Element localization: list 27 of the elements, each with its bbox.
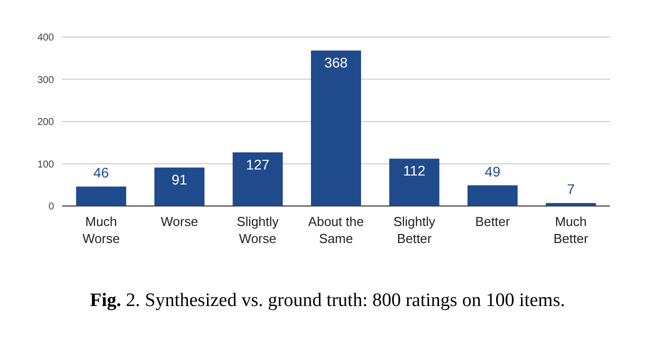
y-tick-label: 300: [37, 74, 54, 86]
data-label: 91: [172, 172, 188, 188]
bar: [546, 203, 596, 206]
data-label: 127: [246, 156, 270, 172]
text: Fig. 2. Synthesized vs. ground truth: 800 ratings on 100 items.: [90, 290, 565, 311]
bar: [154, 168, 204, 206]
x-tick-label: Much Worse: [82, 214, 120, 246]
bar: [310, 50, 362, 206]
bar: [389, 158, 440, 206]
data-label: 368: [324, 54, 348, 71]
x-tick-label: Better: [475, 214, 511, 229]
y-tick-label: 100: [37, 159, 54, 170]
x-tick-label: Much Better: [554, 214, 589, 246]
data-label: 7: [566, 181, 575, 198]
data-label: 49: [484, 163, 501, 180]
y-tick-label: 400: [37, 32, 54, 44]
bar: [76, 186, 126, 206]
data-label: 112: [403, 162, 426, 179]
bar: [468, 185, 518, 206]
x-tick-label: Slightly Better: [393, 214, 436, 246]
x-tick-label: About the Same: [308, 214, 364, 246]
y-tick-label: 0: [48, 202, 54, 212]
x-tick-label: Worse: [160, 214, 198, 229]
data-label: 46: [93, 164, 110, 181]
x-tick-label: Slightly Worse: [236, 214, 280, 246]
bar: [232, 152, 283, 206]
y-tick-label: 200: [37, 117, 54, 128]
